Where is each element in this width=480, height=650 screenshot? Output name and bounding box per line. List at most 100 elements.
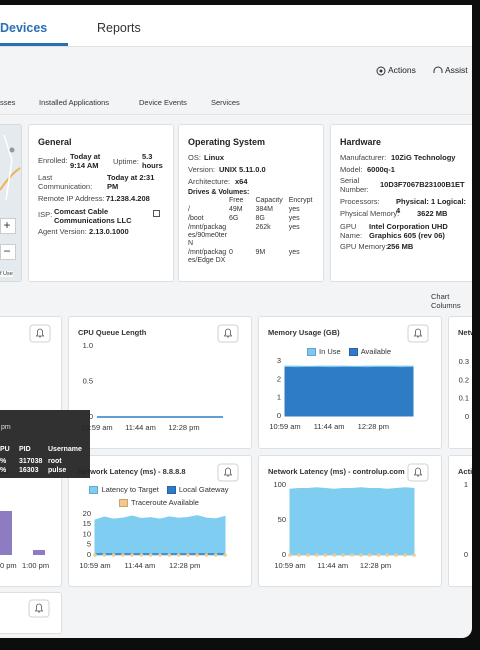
drive-cell [229,224,255,249]
chart-title: Network Latency (ms) - 8.8.8.8 [78,467,186,476]
chart-card [448,455,472,587]
drive-cell: /mnt/packages/90me0terN [188,224,227,247]
legend-item[interactable]: In Use [307,347,341,356]
tooltip-cell: % [0,467,7,474]
drive-cell: /boot [188,215,204,222]
bell-button [407,324,429,343]
card-title: Operating System [188,137,266,147]
field-value: 2.13.0.1000 [89,227,129,236]
zoom-button-bg[interactable] [0,218,16,234]
actions-icon [376,66,386,76]
legend-swatch [166,485,176,494]
legend: In Use Available [258,347,440,356]
drive-cell: yes [288,249,300,256]
tooltip-cell: 16303 [19,467,39,474]
field-label: Physical Memory: [340,209,400,218]
tab-underline [0,43,68,46]
frame-top [0,0,480,5]
tab[interactable]: Devices [0,21,48,35]
x-tick-label: 12:28 pm [168,423,199,432]
field-label: Uptime: [113,157,139,166]
sub-tab[interactable]: Services [211,98,240,107]
bell-icon [34,603,44,613]
chart-card [448,316,472,449]
bell-icon [35,328,45,338]
legend-item[interactable]: Available [348,347,391,356]
chart-title: CPU Queue Length [78,328,147,337]
legend-label: Local Gateway [178,485,229,494]
dot [102,553,107,557]
field-value: 6000q-1 [367,165,395,174]
bell-button [407,463,429,482]
tab[interactable]: Reports [97,21,141,35]
text-layer: Devices Reports Actions Assist sses Installed… [0,21,468,507]
y-tick-label: 0 [89,412,93,421]
chart-title: Memory Usage (GB) [268,328,340,337]
y-tick-label: 0.2 [459,375,469,384]
tooltip-cell: 317038 [19,458,43,465]
drive-cell: Encrypt [288,197,313,204]
legend-label: Latency to Target [101,485,159,494]
info-card [28,124,174,282]
field-value: Linux [204,153,224,162]
y-tick-label: 1 [464,480,468,489]
sub-tab[interactable]: Device Events [139,98,187,107]
legend-item[interactable]: Local Gateway [166,485,229,494]
legend-swatch [89,485,99,494]
toolbar-button[interactable]: Actions [388,65,416,75]
zoom-button[interactable]: + [3,218,11,232]
chart-columns-button[interactable]: Chart Columns [431,292,461,310]
y-tick-label: 10 [83,529,91,538]
dot [394,553,399,557]
dot [297,553,301,557]
dot [412,553,416,557]
drive-cell: 0 [229,249,233,256]
dot [323,553,328,557]
drive-cell: /mnt/packages/Edge DX [188,249,227,264]
sub-tab[interactable]: sses [0,98,16,107]
area [284,366,414,417]
drive-cell: 9M [255,249,266,256]
legend-item[interactable]: Latency to Target [89,485,159,494]
dot [332,553,337,557]
dot [158,553,162,557]
drive-row: /mnt/packages/90me0terN 262k yes [188,224,320,249]
zoom-button-bg[interactable] [0,244,16,260]
drives-title: Drives & Volumes: [188,189,250,196]
drive-row: /mnt/packages/Edge DX 0 9M yes [188,249,320,266]
field-label: Manufacturer: [340,153,387,162]
dot [176,553,181,557]
legend-item[interactable]: Traceroute Available [119,498,199,507]
dot [305,553,310,557]
y-tick-label: 0 [277,411,281,420]
field-value: 71.238.4.208 [106,194,150,203]
drive-cell: / [188,206,190,213]
legend-label: Traceroute Available [131,498,199,507]
toolbar-button[interactable]: Assist [445,65,468,75]
dot [186,553,190,557]
app-window: CPU Queue Length 0 0.5 1.0 10:59 am 11:44 am 1… [0,0,472,638]
card-title: Hardware [340,137,382,147]
dot [385,553,390,557]
drive-table-wrap: Free Capacity Encrypt / 49M 384M yes/boot 6G 8G y… [188,197,320,279]
y-tick-label: 0 [87,550,91,559]
dot [359,553,363,557]
y-tick-label: 0.1 [459,394,469,403]
x-tick-label: 10:59 am [274,561,305,570]
dot [223,553,227,557]
tooltip: pm PU PID Username% 317038 root% 16303 pulse [0,410,90,478]
dot [167,553,172,557]
zoom-button[interactable]: − [3,244,11,258]
y-tick-label: 0 [282,550,286,559]
sub-tab[interactable]: Installed Applications [39,98,110,107]
dot [314,553,319,557]
drive-cell: 262k [255,224,271,231]
dot [121,553,125,557]
sub-tab-divider [0,114,472,115]
bell-button [29,324,51,343]
x-tick-label: 11:44 am [317,561,348,570]
x-tick-label: 10:59 am [81,423,112,432]
y-tick-label: 20 [83,509,91,518]
y-tick-label: 5 [87,540,91,549]
